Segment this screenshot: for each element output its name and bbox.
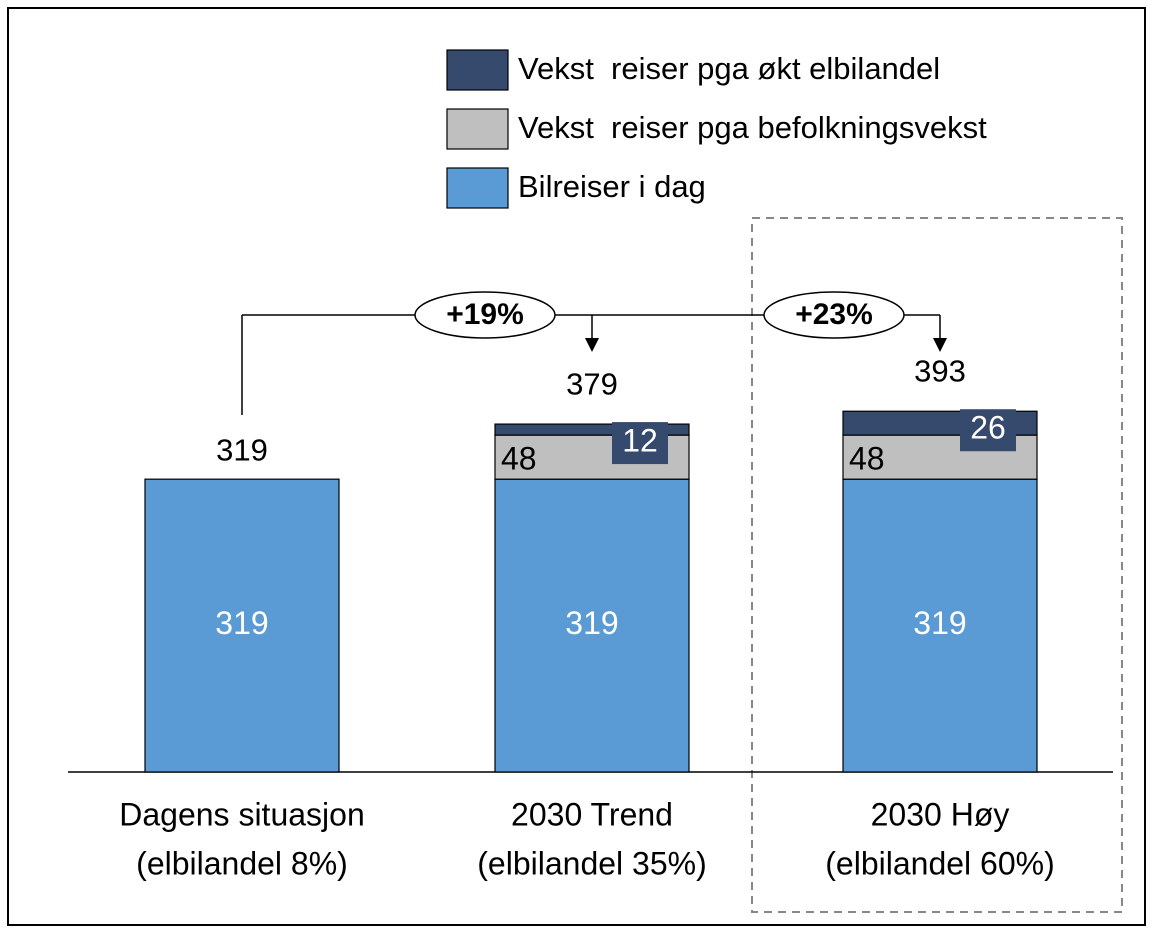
value-label: 319 [913,605,966,641]
arrow-head [585,338,599,352]
bar-segment [494,423,690,436]
bar-segment [144,478,340,773]
total-label: 393 [914,353,966,388]
legend-label: Bilreiser i dag [518,169,706,204]
x-tick-label: Dagens situasjon [119,796,364,832]
bar-segment [842,478,1038,773]
annotation: +23% [795,298,873,331]
x-tick-label: (elbilandel 60%) [825,845,1054,881]
legend-swatch [446,49,509,91]
arrow-head [933,338,947,352]
legend-label: Vekst reiser pga befolkningsvekst [518,110,987,145]
x-tick-label: 2030 Høy [871,796,1010,832]
value-label: 48 [849,441,885,477]
annotation: +19% [446,298,524,331]
x-tick-label: (elbilandel 35%) [477,845,706,881]
value-label: 26 [970,410,1006,446]
label-box [960,409,1016,452]
label-box [612,422,668,465]
legend-swatch [446,167,509,209]
value-label: 48 [501,441,537,477]
annotation-bubble [414,291,556,339]
value-label: 319 [565,605,618,641]
legend-swatch [446,108,509,150]
x-tick-label: 2030 Trend [511,796,673,832]
x-tick-label: (elbilandel 8%) [136,845,348,881]
total-label: 319 [216,432,268,467]
value-label: 12 [622,423,658,459]
bar-segment [494,478,690,773]
legend-label: Vekst reiser pga økt elbilandel [518,51,940,86]
total-label: 379 [566,366,618,401]
annotation-bubble [763,291,905,339]
highlight-box [751,217,1123,913]
value-label: 319 [215,605,268,641]
